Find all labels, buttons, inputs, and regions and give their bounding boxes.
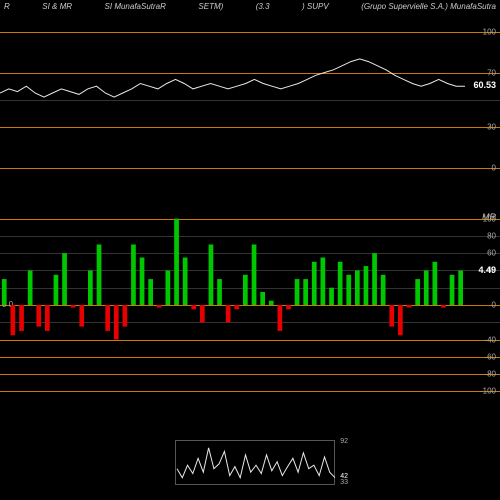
mini-panel: 923342 [175,440,335,485]
mini-tick: 33 [340,479,348,486]
hdr-5: ) SUPV [302,2,329,16]
hdr-4: (3.3 [256,2,270,16]
rsi-panel: 1007030060.53 [0,18,500,168]
mr-current-value: 4.49 [478,265,496,275]
hdr-0: R [4,2,10,16]
mini-current-value: 42 [340,473,348,480]
hdr-1: SI & MR [42,2,72,16]
rsi-current-value: 60.53 [473,80,496,90]
hdr-2: SI MunafaSutraR [105,2,166,16]
chart-header: R SI & MR SI MunafaSutraR SETM) (3.3 ) S… [0,0,500,18]
mr-panel: MR1008060400-40-60-80-1000 04.49 [0,210,500,400]
mini-tick: 92 [340,438,348,445]
hdr-3: SETM) [198,2,223,16]
hdr-6: (Grupo Supervielle S.A.) MunafaSutra [361,2,496,16]
